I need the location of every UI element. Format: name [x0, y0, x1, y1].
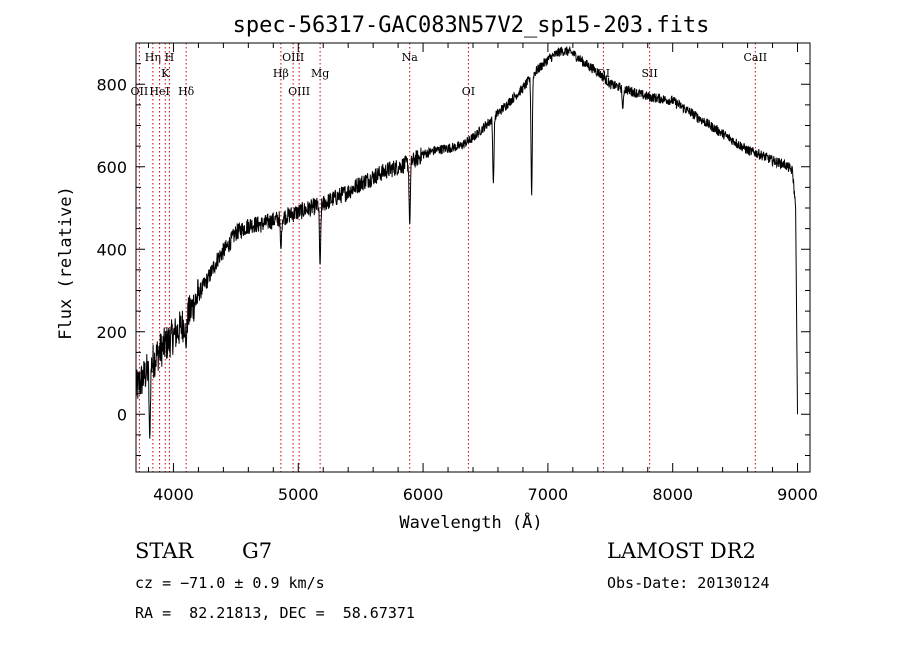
x-tick-label: 6000: [403, 485, 444, 504]
y-axis-title: Flux (relative): [56, 186, 76, 340]
x-tick-label: 5000: [278, 485, 319, 504]
spectral-line-label: Mg: [311, 67, 329, 80]
spectral-line-label: Hδ: [178, 85, 195, 98]
spectral-line-label: K: [161, 67, 170, 80]
object-subclass: G7: [242, 539, 273, 563]
spectral-line-label: SII: [641, 67, 657, 80]
spectral-line-label: OIII: [288, 85, 310, 98]
x-tick-label: 4000: [153, 485, 194, 504]
y-tick-label: 400: [96, 240, 127, 259]
redshift-text: cz = −71.0 ± 0.9 km/s: [135, 574, 325, 592]
x-tick-label: 8000: [652, 485, 693, 504]
spectral-line-label: Hβ: [273, 67, 289, 80]
spectral-line-label: Hη: [145, 51, 161, 64]
y-tick-label: 800: [96, 75, 127, 94]
x-axis-title: Wavelength (Å): [399, 511, 542, 533]
y-tick-label: 600: [96, 158, 127, 177]
spectral-line-label: Na: [402, 51, 419, 64]
y-tick-label: 0: [117, 405, 127, 424]
chart-title: spec-56317-GAC083N57V2_sp15-203.fits: [233, 13, 710, 38]
plot-frame: [135, 42, 811, 473]
observation-date: Obs-Date: 20130124: [607, 574, 770, 592]
spectral-line-label: OI: [462, 85, 475, 98]
spectral-line-label: OII: [131, 85, 149, 98]
object-class: STAR: [135, 539, 194, 563]
spectral-line-label: OIII: [282, 51, 304, 64]
survey-name: LAMOST DR2: [607, 539, 756, 563]
y-tick-label: 200: [96, 323, 127, 342]
spectral-line-label: HeI: [149, 85, 169, 98]
coordinates-text: RA = 82.21813, DEC = 58.67371: [135, 604, 415, 622]
x-tick-label: 9000: [777, 485, 818, 504]
spectrum-series-line: [135, 45, 798, 439]
x-tick-label: 7000: [528, 485, 569, 504]
spectral-line-label: CaII: [743, 51, 767, 64]
spectral-line-label: H: [165, 51, 175, 64]
